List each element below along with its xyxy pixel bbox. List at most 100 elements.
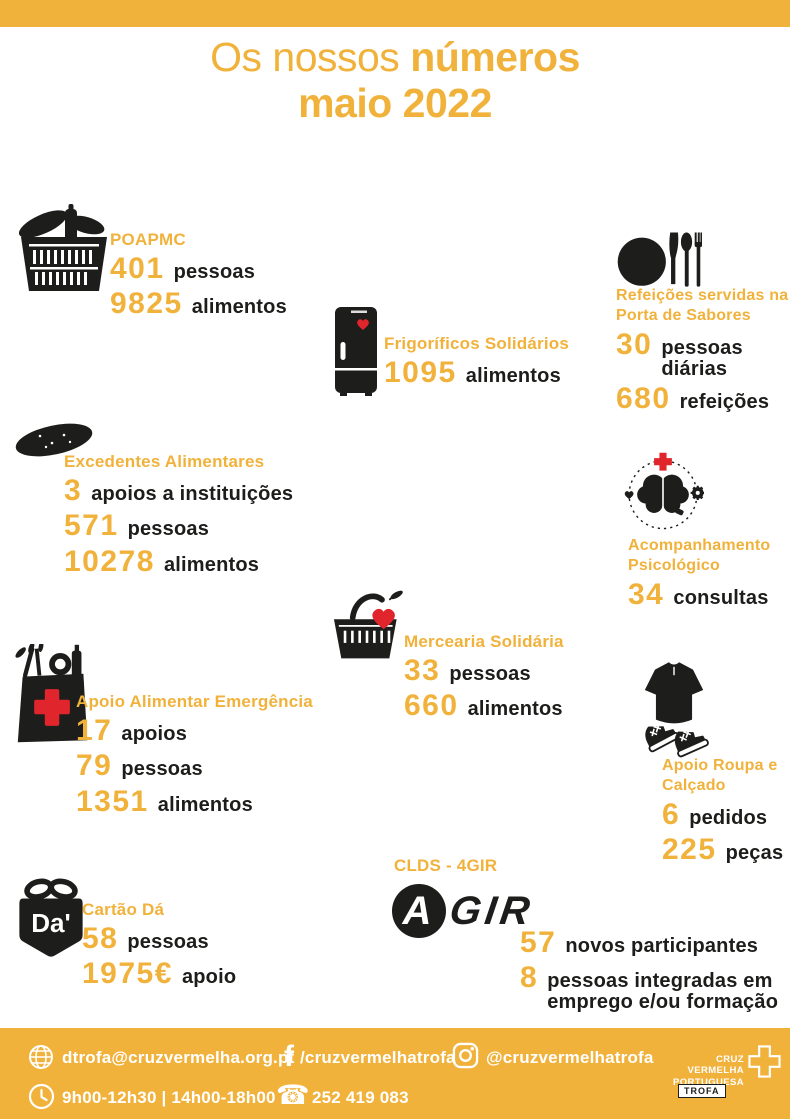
section-title: Mercearia Solidária (404, 632, 564, 651)
stat-label: pessoas (127, 931, 209, 954)
grocery-basket-icon (16, 204, 112, 292)
stat-value: 30 (616, 328, 653, 361)
stat-label: alimentos (465, 365, 561, 388)
fridge-icon (334, 306, 378, 396)
trofa-badge: TROFA (678, 1084, 726, 1098)
stat-label: consultas (673, 587, 769, 609)
stat-value: 3 (64, 474, 83, 508)
stat-value: 401 (110, 252, 165, 286)
stat-value: 571 (64, 509, 119, 543)
stat-label: alimentos (157, 793, 253, 816)
stat-label: peças (725, 842, 784, 865)
stat-label-line1: pessoas integradas em (547, 970, 773, 993)
stat-row: 79 pessoas (76, 750, 313, 782)
title-month: maio 2022 (298, 80, 492, 127)
section-refeicoes: Refeições servidas na Porta de Sabores 30… (616, 286, 790, 415)
stat-row: 9825 alimentos (110, 288, 287, 320)
section-title: POAPMC (110, 230, 186, 249)
section-psicologico: Acompanhamento Psicológico 34 consultas (628, 536, 770, 611)
stat-value: 225 (662, 833, 717, 867)
stat-row: 6 pedidos (662, 798, 783, 831)
footer-hours: 9h00-12h30 | 14h00-18h00 (62, 1088, 276, 1107)
stat-value: 58 (82, 922, 119, 956)
stat-label: pessoas (449, 663, 531, 686)
stat-label: apoio (181, 966, 237, 989)
section-title-line2: Porta de Sabores (616, 307, 751, 324)
section-emergencia: Apoio Alimentar Emergência 17 apoios 79 pe… (76, 692, 313, 818)
section-title: Acompanhamento Psicológico (628, 536, 770, 576)
stat-row: 57 novos participantes (520, 926, 778, 959)
agir-logo: A GIR (392, 884, 536, 938)
stat-row: 10278 alimentos (64, 545, 293, 578)
brain-icon (622, 450, 704, 534)
stat-row: 680 refeições (616, 382, 790, 415)
footer-instagram-handle: @cruzvermelhatrofa (486, 1048, 654, 1067)
stat-label: pessoas (173, 261, 256, 284)
dining-icon (616, 228, 702, 292)
stat-value: 1351 (76, 784, 149, 818)
section-mercearia: Mercearia Solidária 33 pessoas 660 aliment… (404, 632, 564, 723)
stat-value: 680 (616, 382, 671, 415)
section-frigorificos: Frigoríficos Solidários 1095 alimentos (384, 334, 569, 389)
globe-icon (28, 1044, 54, 1070)
basket-heart-icon (332, 590, 410, 660)
stat-row: 1975€ apoio (82, 958, 236, 990)
stat-label: apoios a instituições (91, 483, 294, 506)
section-title: Excedentes Alimentares (64, 452, 265, 471)
stat-row: 1351 alimentos (76, 784, 313, 818)
stat-label: alimentos (163, 553, 260, 576)
stat-value: 17 (76, 714, 113, 748)
stat-row: 3 apoios a instituições (64, 475, 293, 507)
facebook-icon: f (284, 1040, 294, 1073)
section-title: Refeições servidas na Porta de Sabores (616, 286, 790, 326)
stat-label: pessoas integradas em emprego e/ou formaç… (547, 971, 778, 1013)
section-excedentes: Excedentes Alimentares 3 apoios a institu… (64, 452, 293, 578)
emergency-bag-icon (12, 644, 94, 744)
stat-row: 225 peças (662, 833, 784, 867)
stat-row: 660 alimentos (404, 690, 564, 722)
cvp-cross-icon (748, 1045, 781, 1078)
section-title-line1: Refeições servidas na (616, 287, 789, 304)
section-title: Cartão Dá (82, 900, 165, 919)
stat-row: 34 consultas (628, 578, 770, 611)
gift-card-text: Da' (31, 908, 70, 938)
agir-logo-a: A (392, 884, 446, 938)
instagram-icon (452, 1042, 479, 1069)
footer-phone: 252 419 083 (312, 1088, 409, 1107)
section-title-line1: Apoio Roupa e (662, 757, 778, 774)
cvp-logo-name: CRUZ VERMELHA PORTUGUESA (658, 1054, 744, 1088)
footer: dtrofa@cruzvermelha.org.pt f /cruzvermel… (0, 1028, 790, 1119)
stat-row: 8 pessoas integradas em emprego e/ou forma… (520, 961, 778, 1013)
section-title-clds: CLDS - 4GIR (394, 856, 498, 875)
poster-title: Os nossos números maio 2022 (0, 34, 790, 127)
footer-facebook-handle: /cruzvermelhatrofa (300, 1048, 456, 1067)
section-roupa: Apoio Roupa e Calçado 6 pedidos 225 peças (662, 756, 783, 866)
stat-value: 33 (404, 654, 441, 688)
stat-row: 1095 alimentos (384, 357, 569, 389)
footer-email: dtrofa@cruzvermelha.org.pt (62, 1048, 295, 1067)
stat-label: refeições (679, 391, 770, 413)
stat-value: 1095 (384, 356, 457, 390)
gift-card-icon: Da' (12, 878, 90, 958)
title-highlight: números (410, 34, 580, 80)
cvp-logo-line1: CRUZ VERMELHA (687, 1054, 744, 1077)
stat-label: alimentos (191, 296, 287, 319)
clothing-icon (630, 660, 718, 758)
stat-value: 6 (662, 798, 681, 831)
section-title-line2: Calçado (662, 777, 726, 794)
stat-label: pessoas (121, 758, 203, 781)
section-title: Apoio Roupa e Calçado (662, 756, 783, 796)
stat-value: 660 (404, 689, 459, 723)
bread-icon (12, 416, 96, 464)
stat-label: pessoas (127, 518, 210, 541)
phone-icon: ☎ (276, 1080, 310, 1111)
section-title: Frigoríficos Solidários (384, 334, 570, 353)
section-title: Apoio Alimentar Emergência (76, 692, 313, 711)
clock-icon (28, 1083, 55, 1110)
stat-row: 401 pessoas (110, 253, 287, 285)
stat-value: 79 (76, 749, 113, 783)
cvp-logo-line2: PORTUGUESA (672, 1076, 744, 1088)
stat-label: alimentos (467, 698, 563, 721)
stat-row: 58 pessoas (82, 923, 236, 955)
